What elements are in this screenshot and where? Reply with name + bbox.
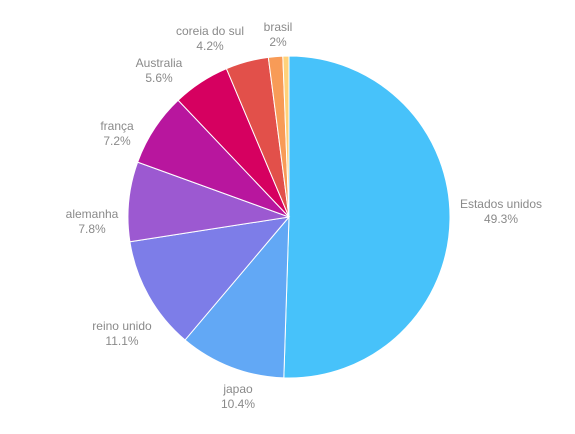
slice-label-australia: Australia — [136, 56, 183, 70]
slice-value-brasil: 2% — [269, 35, 287, 49]
slice-value-reino-unido: 11.1% — [105, 334, 138, 348]
slice-label-coreia-do-sul: coreia do sul — [176, 24, 244, 38]
slice-label-brasil: brasil — [264, 20, 293, 34]
slice-value-estados-unidos: 49.3% — [484, 212, 518, 226]
slice-label-reino-unido: reino unido — [92, 319, 152, 333]
slice-value-frança: 7.2% — [103, 134, 131, 148]
pie-slice-estados-unidos[interactable] — [283, 55, 451, 379]
slice-label-alemanha: alemanha — [66, 207, 119, 221]
slice-label-frança: frança — [100, 119, 134, 133]
slice-value-alemanha: 7.8% — [78, 222, 106, 236]
slice-label-japao: japao — [222, 382, 253, 396]
slice-value-australia: 5.6% — [145, 71, 173, 85]
slice-value-japao: 10.4% — [221, 397, 255, 411]
slice-label-estados-unidos: Estados unidos — [460, 197, 542, 211]
pie-slice-reino-unido[interactable] — [129, 216, 291, 341]
pie-slice-remainder — [282, 55, 290, 218]
slice-value-coreia-do-sul: 4.2% — [196, 39, 224, 53]
pie-slice-japao[interactable] — [184, 215, 290, 379]
